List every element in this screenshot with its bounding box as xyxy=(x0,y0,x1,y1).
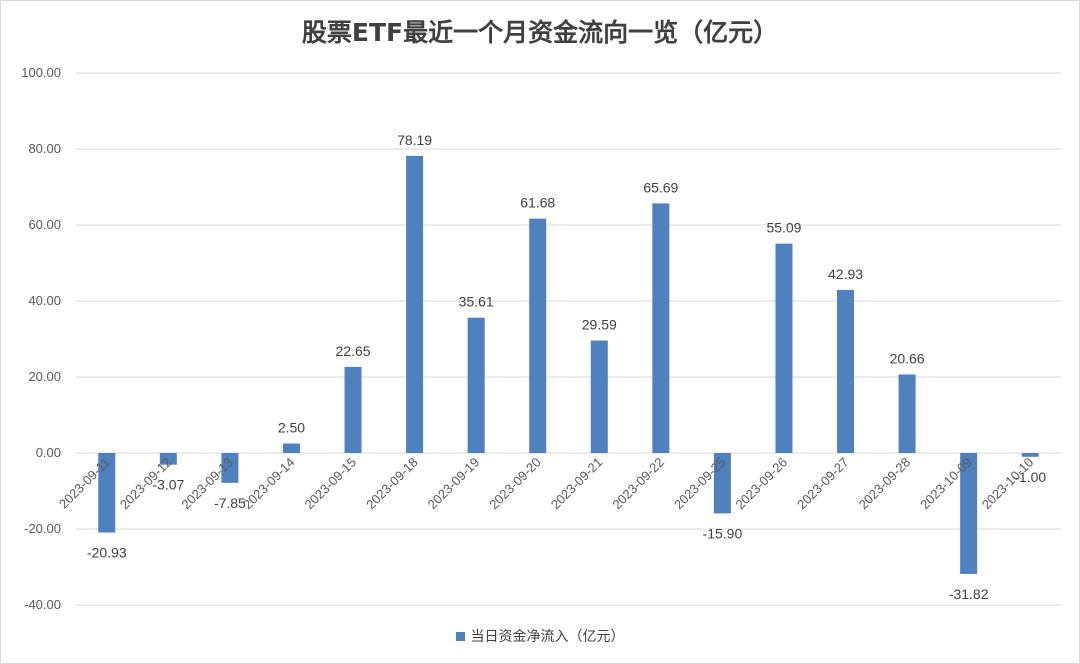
legend: 当日资金净流入（亿元） xyxy=(1,626,1079,646)
x-tick-label: 2023-09-14 xyxy=(240,455,298,513)
x-tick-label: 2023-09-22 xyxy=(609,455,667,513)
data-label: 61.68 xyxy=(520,195,555,211)
data-label: -3.07 xyxy=(152,477,184,493)
data-label: 42.93 xyxy=(828,266,863,282)
data-label: 29.59 xyxy=(582,317,617,333)
bar xyxy=(221,453,239,483)
data-label: 78.19 xyxy=(397,132,432,148)
y-tick-label: 100.00 xyxy=(21,65,61,80)
data-label: -15.90 xyxy=(703,525,743,541)
data-label: 2.50 xyxy=(278,420,305,436)
data-label: -31.82 xyxy=(949,586,989,602)
chart-title: 股票ETF最近一个月资金流向一览（亿元） xyxy=(301,18,779,47)
x-tick-label: 2023-09-19 xyxy=(425,455,483,513)
bar xyxy=(1021,453,1039,457)
data-label: -1.00 xyxy=(1014,469,1046,485)
bar xyxy=(775,243,793,453)
data-label: 22.65 xyxy=(336,343,371,359)
x-tick-label: 2023-09-27 xyxy=(794,455,852,513)
legend-swatch xyxy=(455,632,465,641)
y-tick-label: -40.00 xyxy=(24,597,61,612)
bar xyxy=(467,317,485,453)
data-label: 20.66 xyxy=(890,350,925,366)
bar xyxy=(960,453,978,574)
bar xyxy=(652,203,670,453)
bar xyxy=(282,443,300,453)
data-label: 65.69 xyxy=(643,179,678,195)
y-tick-label: 60.00 xyxy=(28,217,61,232)
bar xyxy=(898,374,916,453)
bar xyxy=(159,453,177,465)
x-tick-label: 2023-09-21 xyxy=(548,455,606,513)
data-label: 35.61 xyxy=(459,294,494,310)
legend-label: 当日资金净流入（亿元） xyxy=(470,629,625,645)
x-tick-label: 2023-09-26 xyxy=(732,455,790,513)
y-tick-label: -20.00 xyxy=(24,521,61,536)
data-label: -20.93 xyxy=(87,545,127,561)
bar xyxy=(713,453,731,514)
data-label: 55.09 xyxy=(766,220,801,236)
data-label: -7.85 xyxy=(214,495,246,511)
x-tick-label: 2023-09-28 xyxy=(856,455,914,513)
x-tick-label: 2023-09-15 xyxy=(302,455,360,513)
bar xyxy=(590,340,608,453)
bar xyxy=(98,453,116,533)
bar xyxy=(406,155,424,454)
x-tick-label: 2023-09-20 xyxy=(486,455,544,513)
x-tick-label: 2023-09-18 xyxy=(363,455,421,513)
y-tick-label: 0.00 xyxy=(36,445,61,460)
y-tick-label: 20.00 xyxy=(28,369,61,384)
bar xyxy=(837,289,855,453)
y-tick-label: 80.00 xyxy=(28,141,61,156)
y-tick-label: 40.00 xyxy=(28,293,61,308)
bar xyxy=(344,366,362,453)
bar xyxy=(529,218,547,453)
